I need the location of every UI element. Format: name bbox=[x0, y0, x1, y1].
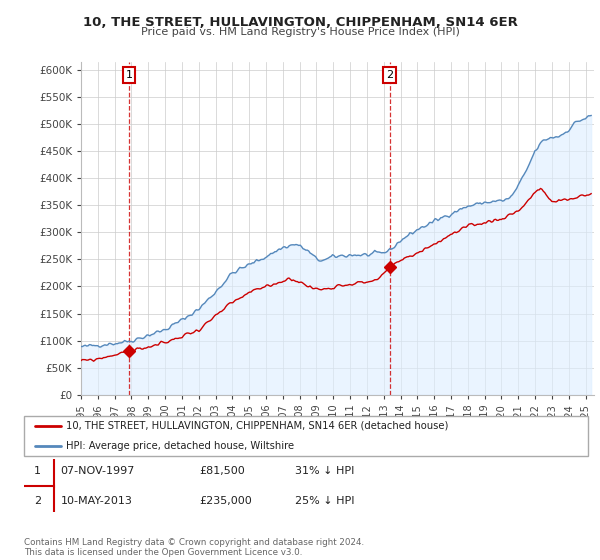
Text: 10, THE STREET, HULLAVINGTON, CHIPPENHAM, SN14 6ER: 10, THE STREET, HULLAVINGTON, CHIPPENHAM… bbox=[83, 16, 517, 29]
FancyBboxPatch shape bbox=[24, 416, 588, 456]
Text: HPI: Average price, detached house, Wiltshire: HPI: Average price, detached house, Wilt… bbox=[66, 441, 295, 451]
FancyBboxPatch shape bbox=[21, 456, 54, 487]
Text: 1: 1 bbox=[34, 466, 41, 477]
FancyBboxPatch shape bbox=[21, 486, 54, 516]
Text: 07-NOV-1997: 07-NOV-1997 bbox=[61, 466, 135, 477]
Text: 2: 2 bbox=[34, 496, 41, 506]
Text: 10-MAY-2013: 10-MAY-2013 bbox=[61, 496, 133, 506]
Text: £235,000: £235,000 bbox=[199, 496, 251, 506]
Text: 2: 2 bbox=[386, 70, 394, 80]
Text: 10, THE STREET, HULLAVINGTON, CHIPPENHAM, SN14 6ER (detached house): 10, THE STREET, HULLAVINGTON, CHIPPENHAM… bbox=[66, 421, 449, 431]
Text: £81,500: £81,500 bbox=[199, 466, 245, 477]
Text: Price paid vs. HM Land Registry's House Price Index (HPI): Price paid vs. HM Land Registry's House … bbox=[140, 27, 460, 37]
Text: Contains HM Land Registry data © Crown copyright and database right 2024.
This d: Contains HM Land Registry data © Crown c… bbox=[24, 538, 364, 557]
Text: 1: 1 bbox=[125, 70, 133, 80]
Text: 31% ↓ HPI: 31% ↓ HPI bbox=[295, 466, 354, 477]
Text: 25% ↓ HPI: 25% ↓ HPI bbox=[295, 496, 354, 506]
